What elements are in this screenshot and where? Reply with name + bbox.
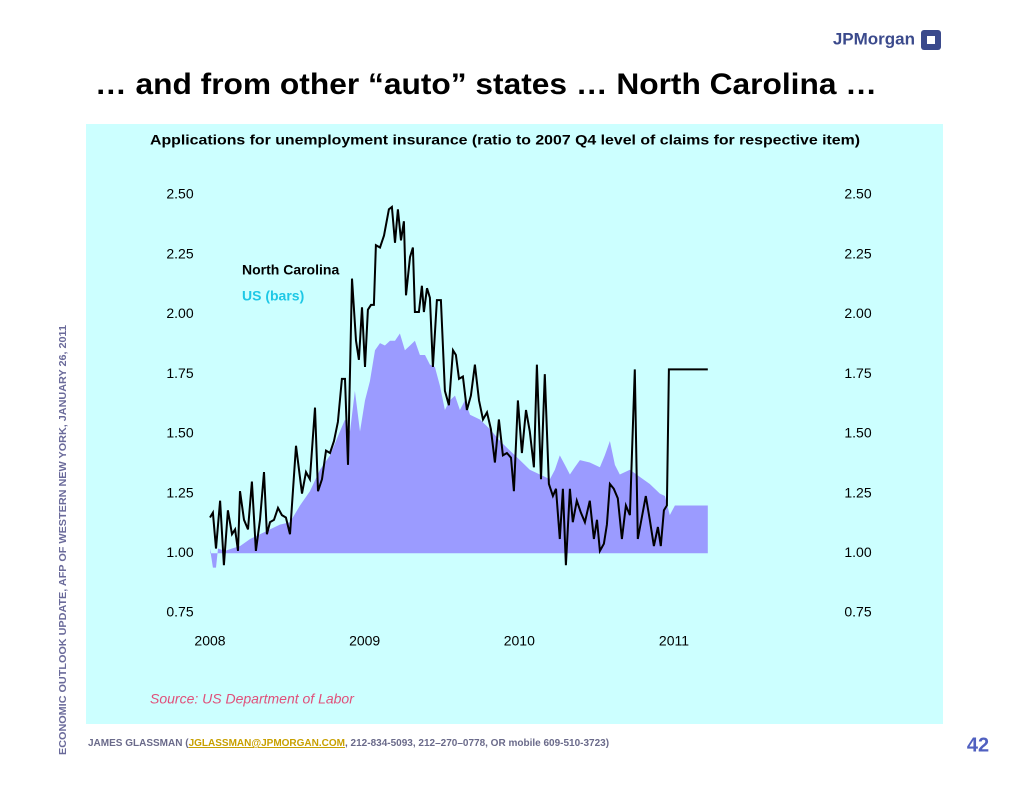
chart-panel xyxy=(86,124,943,724)
area xyxy=(210,333,708,568)
y2-tick-label: 2.00 xyxy=(844,305,871,321)
y-tick-label: 1.00 xyxy=(166,544,193,560)
line xyxy=(209,204,708,566)
page-number: 42 xyxy=(967,734,989,756)
y2-tick-label: 0.75 xyxy=(844,604,871,620)
slide-title: … and from other “auto” states … North C… xyxy=(95,68,877,101)
chart-title: Applications for unemployment insurance … xyxy=(150,132,860,148)
y-tick-label: 1.75 xyxy=(166,365,193,381)
y-tick-label: 1.50 xyxy=(166,425,193,441)
footer: JAMES GLASSMAN (JGLASSMAN@JPMORGAN.COM, … xyxy=(88,738,609,749)
x-tick-label: 2009 xyxy=(349,633,380,649)
side-note: ECONOMIC OUTLOOK UPDATE, AFP OF WESTERN … xyxy=(57,325,69,755)
plot xyxy=(209,204,708,568)
y2-tick-label: 2.25 xyxy=(844,245,871,261)
y2-tick-label: 1.00 xyxy=(844,544,871,560)
y-tick-label: 1.25 xyxy=(166,484,193,500)
legend-entry: North Carolina xyxy=(242,262,339,278)
source: Source: US Department of Labor xyxy=(150,691,355,707)
y-tick-label: 2.50 xyxy=(166,186,193,202)
y-tick-label: 2.25 xyxy=(166,245,193,261)
y-tick-label: 2.00 xyxy=(166,305,193,321)
x-tick-label: 2010 xyxy=(504,633,535,649)
logo-icon xyxy=(921,30,941,50)
y2-tick-label: 1.75 xyxy=(844,365,871,381)
footer-text: JAMES GLASSMAN ( xyxy=(88,738,189,749)
y2-tick-label: 1.50 xyxy=(844,425,871,441)
x-tick-label: 2008 xyxy=(194,633,225,649)
y2-tick-label: 2.50 xyxy=(844,186,871,202)
y2-tick-label: 1.25 xyxy=(844,484,871,500)
footer-text: , 212-834-5093, 212–270–0778, OR mobile … xyxy=(345,738,609,749)
x-tick-label: 2011 xyxy=(659,633,689,649)
legend-entry: US (bars) xyxy=(242,288,304,304)
footer-email[interactable]: JGLASSMAN@JPMORGAN.COM xyxy=(189,738,345,749)
logo: JPMorgan xyxy=(833,29,915,48)
y-tick-label: 0.75 xyxy=(166,604,193,620)
